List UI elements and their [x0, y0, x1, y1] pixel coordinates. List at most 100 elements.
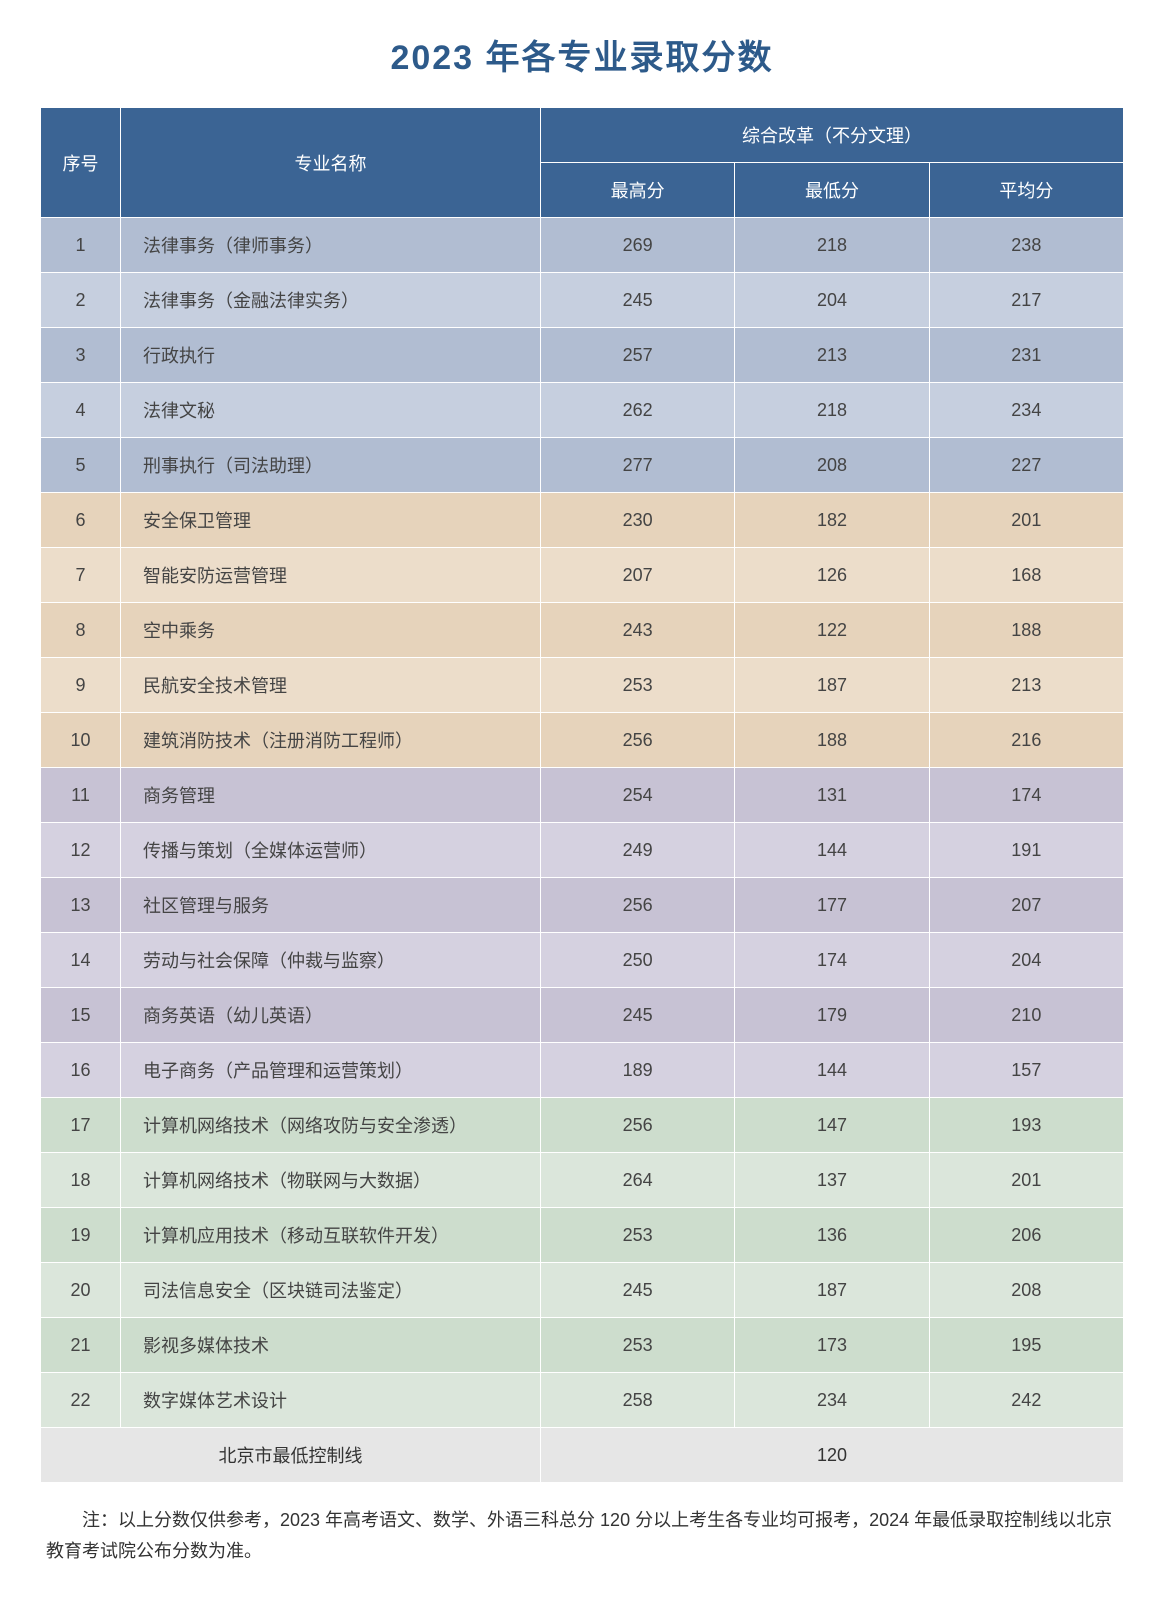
footer-label: 北京市最低控制线: [41, 1428, 541, 1483]
cell-max: 245: [541, 273, 735, 328]
table-row: 4法律文秘262218234: [41, 383, 1124, 438]
header-max: 最高分: [541, 163, 735, 218]
table-row: 18计算机网络技术（物联网与大数据）264137201: [41, 1153, 1124, 1208]
cell-seq: 21: [41, 1318, 121, 1373]
cell-seq: 10: [41, 713, 121, 768]
cell-min: 173: [735, 1318, 929, 1373]
score-table: 序号 专业名称 综合改革（不分文理） 最高分 最低分 平均分 1法律事务（律师事…: [40, 107, 1124, 1483]
cell-min: 131: [735, 768, 929, 823]
cell-avg: 206: [929, 1208, 1123, 1263]
cell-min: 174: [735, 933, 929, 988]
cell-major: 空中乘务: [121, 603, 541, 658]
cell-avg: 191: [929, 823, 1123, 878]
cell-avg: 168: [929, 548, 1123, 603]
cell-avg: 207: [929, 878, 1123, 933]
cell-avg: 201: [929, 493, 1123, 548]
cell-seq: 9: [41, 658, 121, 713]
table-row: 5刑事执行（司法助理）277208227: [41, 438, 1124, 493]
cell-min: 144: [735, 823, 929, 878]
cell-seq: 22: [41, 1373, 121, 1428]
cell-avg: 193: [929, 1098, 1123, 1153]
cell-min: 122: [735, 603, 929, 658]
cell-avg: 174: [929, 768, 1123, 823]
cell-major: 计算机应用技术（移动互联软件开发）: [121, 1208, 541, 1263]
cell-major: 数字媒体艺术设计: [121, 1373, 541, 1428]
table-row: 22数字媒体艺术设计258234242: [41, 1373, 1124, 1428]
footer-value: 120: [541, 1428, 1124, 1483]
cell-max: 250: [541, 933, 735, 988]
cell-min: 126: [735, 548, 929, 603]
cell-major: 电子商务（产品管理和运营策划）: [121, 1043, 541, 1098]
cell-min: 137: [735, 1153, 929, 1208]
cell-max: 256: [541, 878, 735, 933]
cell-major: 法律文秘: [121, 383, 541, 438]
cell-seq: 4: [41, 383, 121, 438]
table-row: 17计算机网络技术（网络攻防与安全渗透）256147193: [41, 1098, 1124, 1153]
cell-max: 264: [541, 1153, 735, 1208]
cell-major: 行政执行: [121, 328, 541, 383]
table-row: 8空中乘务243122188: [41, 603, 1124, 658]
cell-avg: 188: [929, 603, 1123, 658]
cell-max: 253: [541, 1318, 735, 1373]
cell-seq: 7: [41, 548, 121, 603]
cell-avg: 216: [929, 713, 1123, 768]
cell-max: 230: [541, 493, 735, 548]
cell-major: 影视多媒体技术: [121, 1318, 541, 1373]
table-row: 20司法信息安全（区块链司法鉴定）245187208: [41, 1263, 1124, 1318]
cell-major: 司法信息安全（区块链司法鉴定）: [121, 1263, 541, 1318]
cell-min: 204: [735, 273, 929, 328]
table-row: 16电子商务（产品管理和运营策划）189144157: [41, 1043, 1124, 1098]
table-body: 1法律事务（律师事务）2692182382法律事务（金融法律实务）2452042…: [41, 218, 1124, 1483]
cell-major: 建筑消防技术（注册消防工程师）: [121, 713, 541, 768]
cell-min: 136: [735, 1208, 929, 1263]
cell-seq: 20: [41, 1263, 121, 1318]
table-row: 10建筑消防技术（注册消防工程师）256188216: [41, 713, 1124, 768]
cell-major: 民航安全技术管理: [121, 658, 541, 713]
header-avg: 平均分: [929, 163, 1123, 218]
cell-avg: 195: [929, 1318, 1123, 1373]
cell-min: 179: [735, 988, 929, 1043]
cell-major: 计算机网络技术（物联网与大数据）: [121, 1153, 541, 1208]
footnote: 注：以上分数仅供参考，2023 年高考语文、数学、外语三科总分 120 分以上考…: [40, 1505, 1124, 1566]
cell-major: 商务英语（幼儿英语）: [121, 988, 541, 1043]
cell-max: 256: [541, 713, 735, 768]
cell-seq: 18: [41, 1153, 121, 1208]
cell-seq: 12: [41, 823, 121, 878]
cell-min: 187: [735, 658, 929, 713]
cell-max: 189: [541, 1043, 735, 1098]
cell-min: 218: [735, 383, 929, 438]
header-group: 综合改革（不分文理）: [541, 108, 1124, 163]
cell-max: 245: [541, 988, 735, 1043]
table-row: 12传播与策划（全媒体运营师）249144191: [41, 823, 1124, 878]
table-header: 序号 专业名称 综合改革（不分文理） 最高分 最低分 平均分: [41, 108, 1124, 218]
cell-avg: 157: [929, 1043, 1123, 1098]
cell-seq: 19: [41, 1208, 121, 1263]
cell-max: 262: [541, 383, 735, 438]
table-row: 19计算机应用技术（移动互联软件开发）253136206: [41, 1208, 1124, 1263]
cell-seq: 13: [41, 878, 121, 933]
table-row: 14劳动与社会保障（仲裁与监察）250174204: [41, 933, 1124, 988]
cell-avg: 204: [929, 933, 1123, 988]
cell-avg: 227: [929, 438, 1123, 493]
cell-max: 249: [541, 823, 735, 878]
cell-max: 207: [541, 548, 735, 603]
cell-major: 商务管理: [121, 768, 541, 823]
cell-major: 刑事执行（司法助理）: [121, 438, 541, 493]
cell-seq: 14: [41, 933, 121, 988]
cell-min: 177: [735, 878, 929, 933]
table-row: 7智能安防运营管理207126168: [41, 548, 1124, 603]
table-row: 21影视多媒体技术253173195: [41, 1318, 1124, 1373]
table-row: 1法律事务（律师事务）269218238: [41, 218, 1124, 273]
cell-min: 182: [735, 493, 929, 548]
cell-max: 258: [541, 1373, 735, 1428]
cell-min: 188: [735, 713, 929, 768]
footer-row: 北京市最低控制线120: [41, 1428, 1124, 1483]
cell-max: 277: [541, 438, 735, 493]
table-row: 11商务管理254131174: [41, 768, 1124, 823]
header-seq: 序号: [41, 108, 121, 218]
table-row: 2法律事务（金融法律实务）245204217: [41, 273, 1124, 328]
cell-seq: 6: [41, 493, 121, 548]
cell-avg: 242: [929, 1373, 1123, 1428]
cell-seq: 15: [41, 988, 121, 1043]
cell-min: 147: [735, 1098, 929, 1153]
